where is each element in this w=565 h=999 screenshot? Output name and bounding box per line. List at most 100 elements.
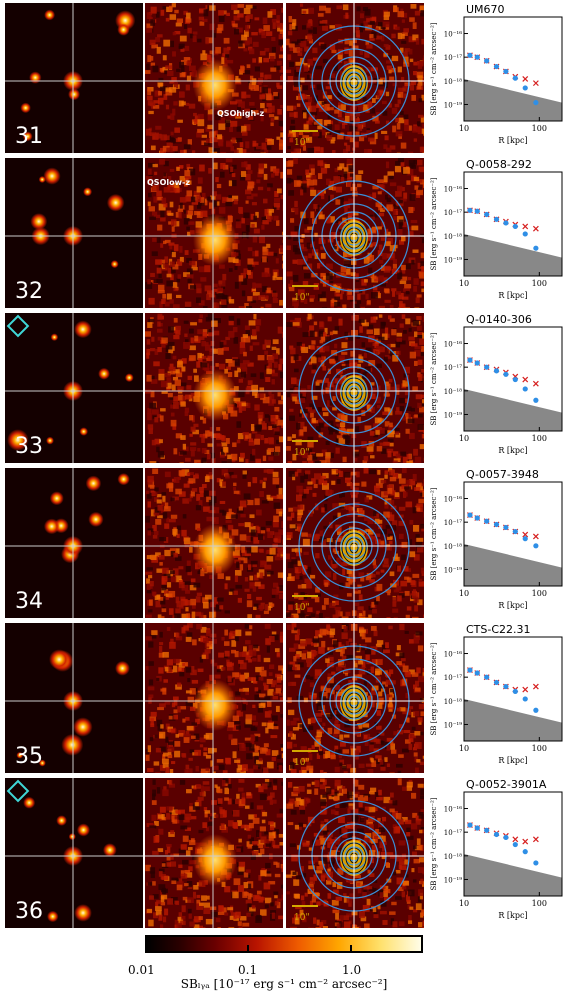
object-name: Q-0057-3948 [466, 468, 539, 481]
data-dot [512, 75, 518, 81]
source-blob [74, 320, 92, 339]
data-cross [522, 76, 529, 82]
scale-bar-label: 10" [294, 138, 310, 148]
x-tick-label: 100 [532, 744, 547, 753]
data-dot [503, 834, 509, 841]
source-blob [83, 187, 93, 197]
colorbar-tickmark [247, 945, 249, 951]
noise-region [464, 388, 562, 431]
data-dot [467, 512, 473, 518]
scale-bar-label: 10" [294, 913, 310, 923]
contour-image: 10" [286, 313, 424, 463]
source-blob [38, 759, 46, 767]
object-name: Q-0052-3901A [466, 778, 547, 791]
data-cross [522, 531, 529, 538]
data-dot [512, 376, 518, 383]
source-blob [23, 796, 36, 809]
source-blob [106, 193, 125, 212]
continuum-image: 36 [5, 778, 143, 928]
panel-number: 33 [15, 434, 43, 459]
y-tick-label: 10⁻¹⁷ [444, 54, 462, 62]
object-name: UM670 [466, 3, 505, 16]
data-dot [474, 825, 480, 831]
nebula-emission [193, 834, 237, 886]
lya-image [145, 468, 283, 618]
contour-image: 10" [286, 158, 424, 308]
data-dot [474, 670, 480, 676]
panel-number: 36 [15, 899, 43, 924]
data-dot [522, 696, 528, 702]
source-blob [76, 823, 90, 837]
y-axis-label: SB [erg s⁻¹ cm⁻² arcsec⁻²] [430, 487, 438, 580]
scale-bar-label: 10" [294, 448, 310, 458]
x-tick-label: 10 [459, 899, 469, 908]
lya-image [145, 623, 283, 773]
continuum-image: 34 [5, 468, 143, 618]
y-axis-label: SB [erg s⁻¹ cm⁻² arcsec⁻²] [430, 332, 438, 425]
panel-number: 31 [15, 124, 43, 149]
y-tick-label: 10⁻¹⁸ [444, 543, 462, 551]
data-cross [522, 376, 529, 383]
source-blob [73, 717, 93, 737]
data-dot [484, 58, 490, 64]
data-cross [532, 380, 539, 387]
lya-image [145, 313, 283, 463]
y-tick-label: 10⁻¹⁹ [444, 101, 462, 109]
data-dot [484, 827, 490, 833]
lya-image: QSOlow-z [145, 158, 283, 308]
data-dot [522, 231, 528, 237]
nebula-emission [193, 369, 237, 421]
y-tick-label: 10⁻¹⁹ [444, 721, 462, 729]
noise-region [464, 853, 562, 896]
colorbar-tick-2: 1.0 [342, 963, 362, 977]
data-dot [522, 849, 528, 855]
data-cross [522, 223, 529, 230]
source-blob [102, 843, 117, 857]
source-blob [49, 649, 70, 670]
source-blob [47, 910, 59, 923]
scale-bar-label: 10" [294, 293, 310, 303]
y-tick-label: 10⁻¹⁷ [444, 674, 462, 682]
lya-image: QSOhigh-z [145, 3, 283, 153]
sb-profile-plot: 10⁻¹⁶ 10⁻¹⁷ 10⁻¹⁸ 10⁻¹⁹ 10 100 Q-0140-306 R [kp… [428, 313, 565, 463]
source-blob [56, 815, 67, 826]
source-blob [20, 102, 31, 114]
scale-bar-label: 10" [294, 603, 310, 613]
data-dot [503, 220, 509, 226]
scale-bar-label: 10" [294, 758, 310, 768]
data-dot [467, 207, 473, 213]
x-axis-label: R [kpc] [498, 136, 527, 145]
data-dot [503, 68, 509, 75]
data-dot [484, 674, 490, 680]
data-dot [467, 667, 473, 673]
data-dot [522, 386, 528, 392]
x-axis-label: R [kpc] [498, 446, 527, 455]
panel-row: 32 QSOlow-z 10" 10⁻¹⁶ 10⁻¹⁷ 10⁻¹⁸ 10⁻¹⁹ 10 100 Q-… [0, 158, 565, 308]
data-dot [522, 536, 528, 542]
contour-image: 10" [286, 3, 424, 153]
colorbar [145, 935, 423, 953]
y-tick-label: 10⁻¹⁸ [444, 233, 462, 241]
panel-number: 35 [15, 744, 43, 769]
source-blob [46, 436, 54, 445]
data-dot [503, 524, 509, 531]
panel-number: 34 [15, 589, 43, 614]
data-dot [533, 860, 539, 866]
data-dot [512, 528, 518, 535]
source-blob [43, 518, 60, 535]
source-blob [68, 88, 80, 101]
source-blob [85, 475, 102, 492]
colorbar-tick-0: 0.01 [128, 963, 155, 977]
y-tick-label: 10⁻¹⁶ [444, 31, 462, 39]
data-dot [493, 831, 500, 838]
y-tick-label: 10⁻¹⁸ [444, 853, 462, 861]
x-tick-label: 10 [459, 589, 469, 598]
noise-region [464, 233, 562, 276]
object-name: CTS-C22.31 [466, 623, 531, 636]
colorbar-label: SBₗᵧₐ [10⁻¹⁷ erg s⁻¹ cm⁻² arcsec⁻²] [180, 977, 388, 991]
y-tick-label: 10⁻¹⁸ [444, 78, 462, 86]
contour-image: 10" [286, 778, 424, 928]
source-blob [117, 473, 130, 486]
data-dot [493, 216, 500, 222]
data-dot [474, 360, 480, 366]
